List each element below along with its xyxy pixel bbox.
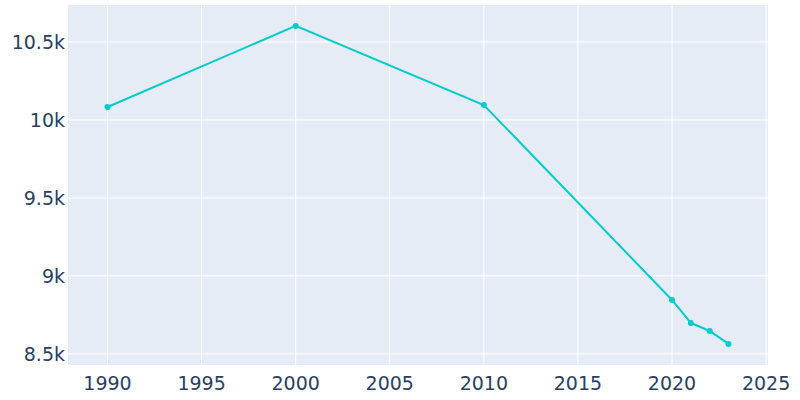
y-tick-label: 9k — [42, 265, 65, 287]
x-tick-label: 2015 — [554, 372, 602, 394]
point — [481, 102, 487, 108]
x-grid-line — [295, 5, 296, 365]
x-tick-label: 1990 — [83, 372, 131, 394]
x-grid-line — [389, 5, 390, 365]
x-grid-line — [766, 5, 767, 365]
x-tick-label: 2010 — [460, 372, 508, 394]
y-grid-line — [68, 41, 768, 42]
x-tick-label: 1995 — [177, 372, 225, 394]
y-grid-line — [68, 275, 768, 276]
y-tick-label: 10k — [30, 109, 65, 131]
chart: 1990 1995 2000 2005 2010 2015 2020 2025 8.5k 9k 9.… — [0, 0, 800, 400]
point — [707, 328, 713, 334]
line — [108, 26, 729, 344]
point — [688, 320, 694, 326]
y-grid-line — [68, 197, 768, 198]
x-tick-label: 2000 — [272, 372, 320, 394]
x-grid-line — [672, 5, 673, 365]
plot-background — [68, 5, 768, 365]
x-grid-line — [577, 5, 578, 365]
x-tick-label: 2005 — [366, 372, 414, 394]
point — [293, 23, 299, 29]
x-tick-label: 2020 — [648, 372, 696, 394]
y-tick-label: 10.5k — [12, 31, 65, 53]
point — [105, 104, 111, 110]
y-tick-label: 9.5k — [24, 187, 65, 209]
y-grid-line — [68, 353, 768, 354]
x-grid-line — [201, 5, 202, 365]
x-grid-line — [107, 5, 108, 365]
series-group — [105, 23, 732, 347]
y-tick-label: 8.5k — [24, 343, 65, 365]
x-grid-line — [483, 5, 484, 365]
y-grid-line — [68, 119, 768, 120]
point — [669, 297, 675, 303]
point — [725, 341, 731, 347]
x-tick-label: 2025 — [742, 372, 790, 394]
